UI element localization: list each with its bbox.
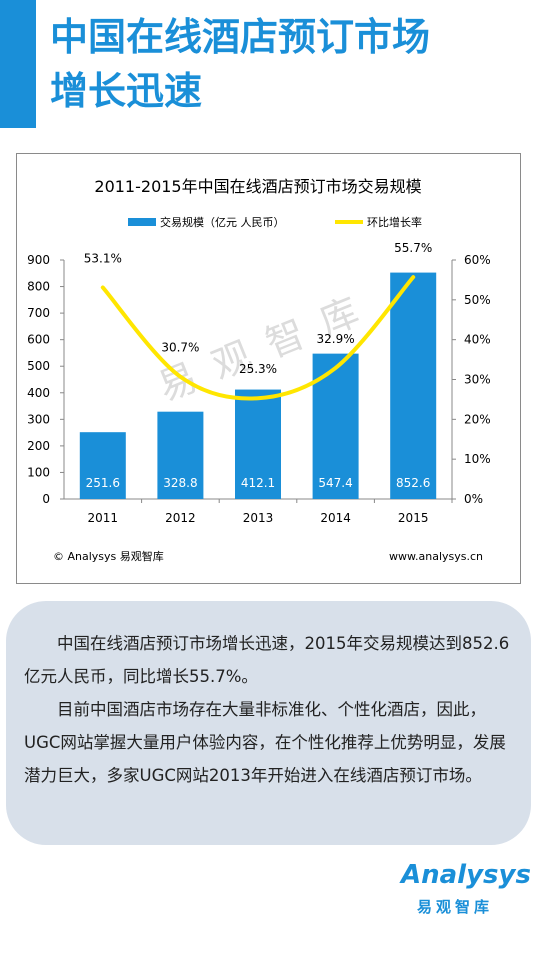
y-right-tick-label: 0% <box>464 492 483 506</box>
growth-rate-label: 32.9% <box>317 332 355 346</box>
bar-value-label: 328.8 <box>163 476 197 490</box>
y-right-tick-label: 60% <box>464 253 491 267</box>
y-left-tick-label: 900 <box>27 253 50 267</box>
chart-source: © Analysys 易观智库 <box>53 549 164 563</box>
y-left-tick-label: 400 <box>27 386 50 400</box>
y-left-tick-label: 300 <box>27 412 50 426</box>
y-right-tick-label: 30% <box>464 373 491 387</box>
bar <box>390 272 437 499</box>
bar-value-label: 852.6 <box>396 476 430 490</box>
growth-rate-label: 53.1% <box>84 251 122 265</box>
chart-website: www.analysys.cn <box>389 550 483 563</box>
x-tick-label: 2011 <box>88 511 119 525</box>
y-left-tick-label: 600 <box>27 333 50 347</box>
x-tick-label: 2013 <box>243 511 274 525</box>
y-left-tick-label: 800 <box>27 280 50 294</box>
y-left-tick-label: 200 <box>27 439 50 453</box>
accent-bar <box>0 0 36 128</box>
logo-word: Analysys <box>401 860 531 890</box>
bar-value-label: 547.4 <box>318 476 352 490</box>
y-left-tick-label: 0 <box>42 492 50 506</box>
x-tick-label: 2015 <box>398 511 429 525</box>
bar-value-label: 412.1 <box>241 476 275 490</box>
legend-label-bar: 交易规模（亿元 人民币） <box>160 215 285 229</box>
page-title: 中国在线酒店预订市场 增长迅速 <box>50 10 530 118</box>
summary-box: 中国在线酒店预订市场增长迅速，2015年交易规模达到852.6亿元人民币，同比增… <box>6 601 531 845</box>
growth-rate-label: 30.7% <box>161 341 199 355</box>
y-right-tick-label: 50% <box>464 293 491 307</box>
legend-swatch-bar <box>128 218 156 226</box>
growth-rate-label: 25.3% <box>239 362 277 376</box>
summary-paragraph-1: 中国在线酒店预订市场增长迅速，2015年交易规模达到852.6亿元人民币，同比增… <box>24 634 510 686</box>
growth-rate-label: 55.7% <box>394 241 432 255</box>
y-right-tick-label: 40% <box>464 333 491 347</box>
y-left-tick-label: 500 <box>27 359 50 373</box>
y-right-tick-label: 20% <box>464 412 491 426</box>
growth-rate-line <box>100 275 416 401</box>
y-left-tick-label: 100 <box>27 465 50 479</box>
bar <box>79 432 126 499</box>
chart-title: 2011-2015年中国在线酒店预订市场交易规模 <box>94 177 421 196</box>
analysys-logo: Analysys 易观智库 <box>395 860 535 930</box>
x-tick-label: 2012 <box>165 511 196 525</box>
bar-value-label: 251.6 <box>86 476 120 490</box>
page-title-line2: 增长迅速 <box>50 69 203 113</box>
legend-swatch-line <box>335 220 363 224</box>
x-tick-label: 2014 <box>320 511 351 525</box>
legend-label-line: 环比增长率 <box>367 215 422 229</box>
page-title-line1: 中国在线酒店预订市场 <box>50 15 431 59</box>
y-right-tick-label: 10% <box>464 452 491 466</box>
bar <box>157 411 204 499</box>
summary-paragraph-2: 目前中国酒店市场存在大量非标准化、个性化酒店，因此，UGC网站掌握大量用户体验内… <box>24 700 506 785</box>
logo-subtitle: 易观智库 <box>417 898 494 916</box>
y-left-tick-label: 700 <box>27 306 50 320</box>
bar <box>235 389 281 499</box>
chart-frame: 2011-2015年中国在线酒店预订市场交易规模 易观智库 交易规模（亿元 人民币）… <box>16 153 521 584</box>
